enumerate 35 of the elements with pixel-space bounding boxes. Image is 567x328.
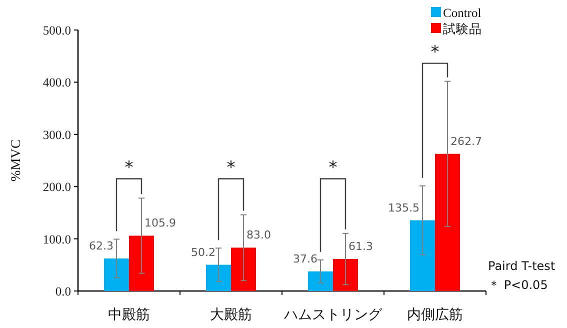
data-label: 50.2 (191, 246, 216, 259)
data-label: 105.9 (144, 216, 176, 230)
bar (231, 248, 256, 291)
data-label: 61.3 (348, 240, 373, 253)
bar (104, 258, 129, 291)
x-tick-label: 中殿筋 (108, 307, 150, 323)
annotation: * (430, 42, 440, 62)
y-tick-label: 200.0 (42, 180, 71, 194)
text: Paird T-test (488, 259, 556, 273)
y-tick-label: 300.0 (42, 128, 71, 142)
annotation: * (328, 158, 338, 178)
data-label: 37.6 (293, 252, 318, 266)
text: ＊ P<0.05 (488, 278, 548, 292)
y-axis-title: %MVC (8, 139, 23, 182)
data-label: 62.3 (89, 239, 114, 252)
data-label: 83.0 (246, 228, 271, 242)
x-tick-label: 内側広筋 (407, 307, 463, 323)
data-label: 262.7 (450, 134, 482, 148)
y-tick-label: 400.0 (42, 76, 71, 90)
annotation: * (124, 158, 134, 178)
bar (206, 264, 231, 291)
annotation: * (226, 158, 236, 178)
bar (435, 154, 460, 291)
data-label: 135.5 (388, 201, 420, 214)
y-tick-label: 100.0 (42, 232, 71, 246)
bar (308, 271, 333, 291)
bar (129, 236, 154, 291)
bar (333, 259, 358, 291)
legend-label: 試験品 (443, 22, 482, 36)
legend-label: Control (443, 6, 482, 20)
y-tick-label: 0.0 (55, 284, 71, 298)
y-tick-label: 500.0 (42, 24, 71, 38)
x-tick-label: ハムストリング (283, 307, 383, 323)
bar (410, 220, 435, 291)
x-tick-label: 大殿筋 (210, 307, 252, 323)
